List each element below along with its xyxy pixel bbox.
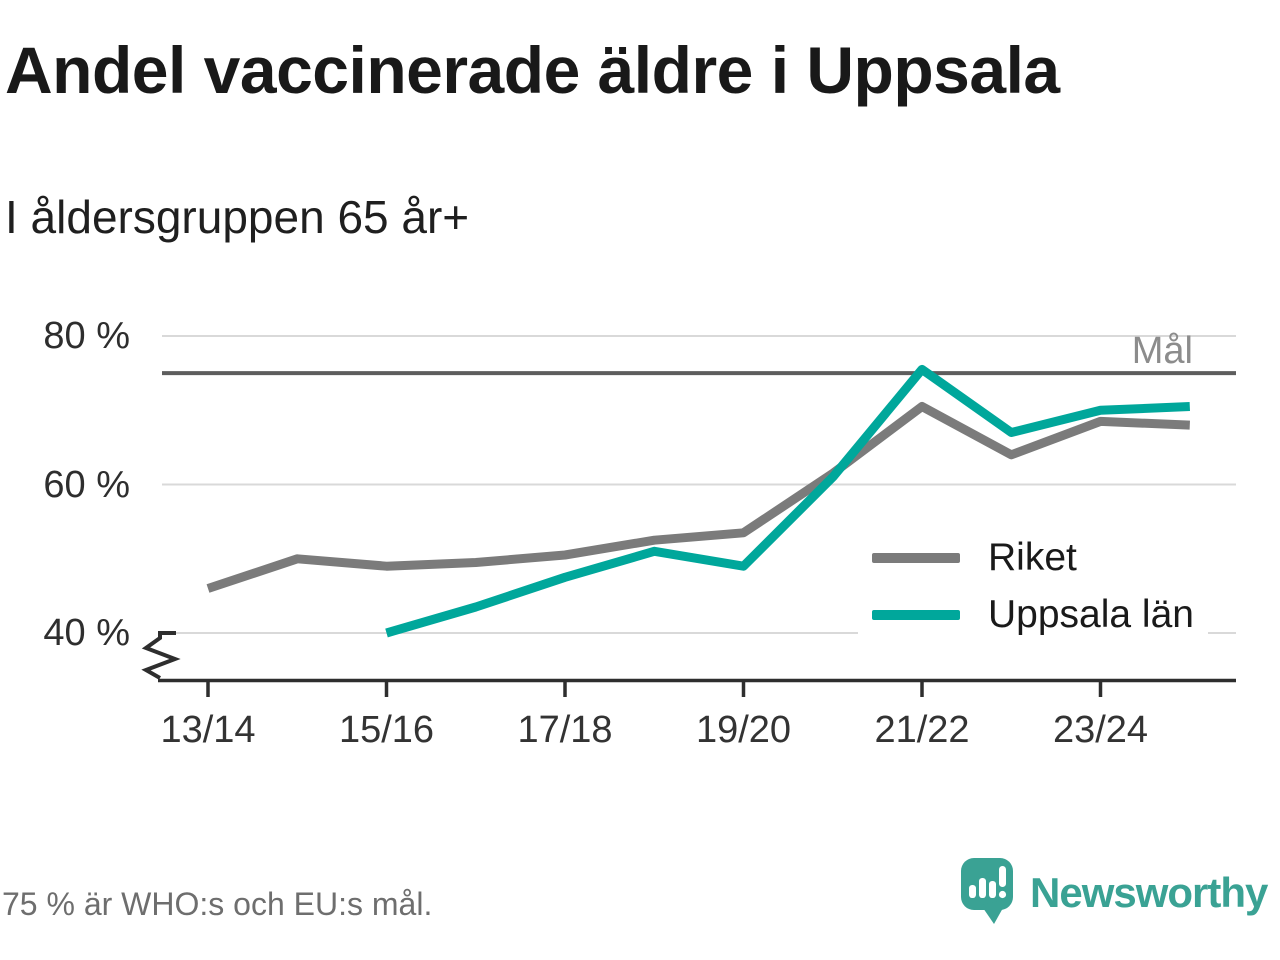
x-tick-label-13/14: 13/14 (160, 709, 256, 751)
x-tick-label-23/24: 23/24 (1052, 709, 1149, 751)
legend-item-riket: Riket (872, 534, 1194, 582)
series-line-uppsala (385, 364, 1190, 638)
legend-swatch-riket (872, 553, 960, 563)
x-tick-label-21/22: 21/22 (874, 709, 970, 751)
legend-item-uppsala: Uppsala län (872, 591, 1194, 639)
legend-swatch-uppsala (872, 610, 960, 620)
x-tick-label-15/16: 15/16 (338, 709, 435, 751)
y-axis-break (141, 631, 181, 680)
y-tick-label-80: 80 % (43, 315, 130, 357)
footnote: 75 % är WHO:s och EU:s mål. (2, 886, 433, 922)
brand-name: Newsworthy (1030, 869, 1268, 916)
x-tick-label-19/20: 19/20 (695, 709, 792, 751)
y-tick-label-60: 60 % (43, 463, 130, 506)
legend-label-riket: Riket (988, 536, 1077, 579)
goal-line-label: Mål (1131, 330, 1193, 372)
chart-subtitle: I åldersgruppen 65 år+ (5, 191, 470, 243)
y-tick-label-40: 40 % (43, 612, 130, 654)
page-title: Andel vaccinerade äldre i Uppsala (5, 33, 1060, 107)
newsworthy-logo-icon (961, 858, 1013, 924)
series-line-riket (206, 402, 1190, 593)
legend: Riket Uppsala län (858, 532, 1208, 641)
x-tick-label-17/18: 17/18 (517, 709, 613, 751)
legend-label-uppsala: Uppsala län (988, 593, 1194, 636)
brand-logo: Newsworthy (961, 858, 1268, 928)
